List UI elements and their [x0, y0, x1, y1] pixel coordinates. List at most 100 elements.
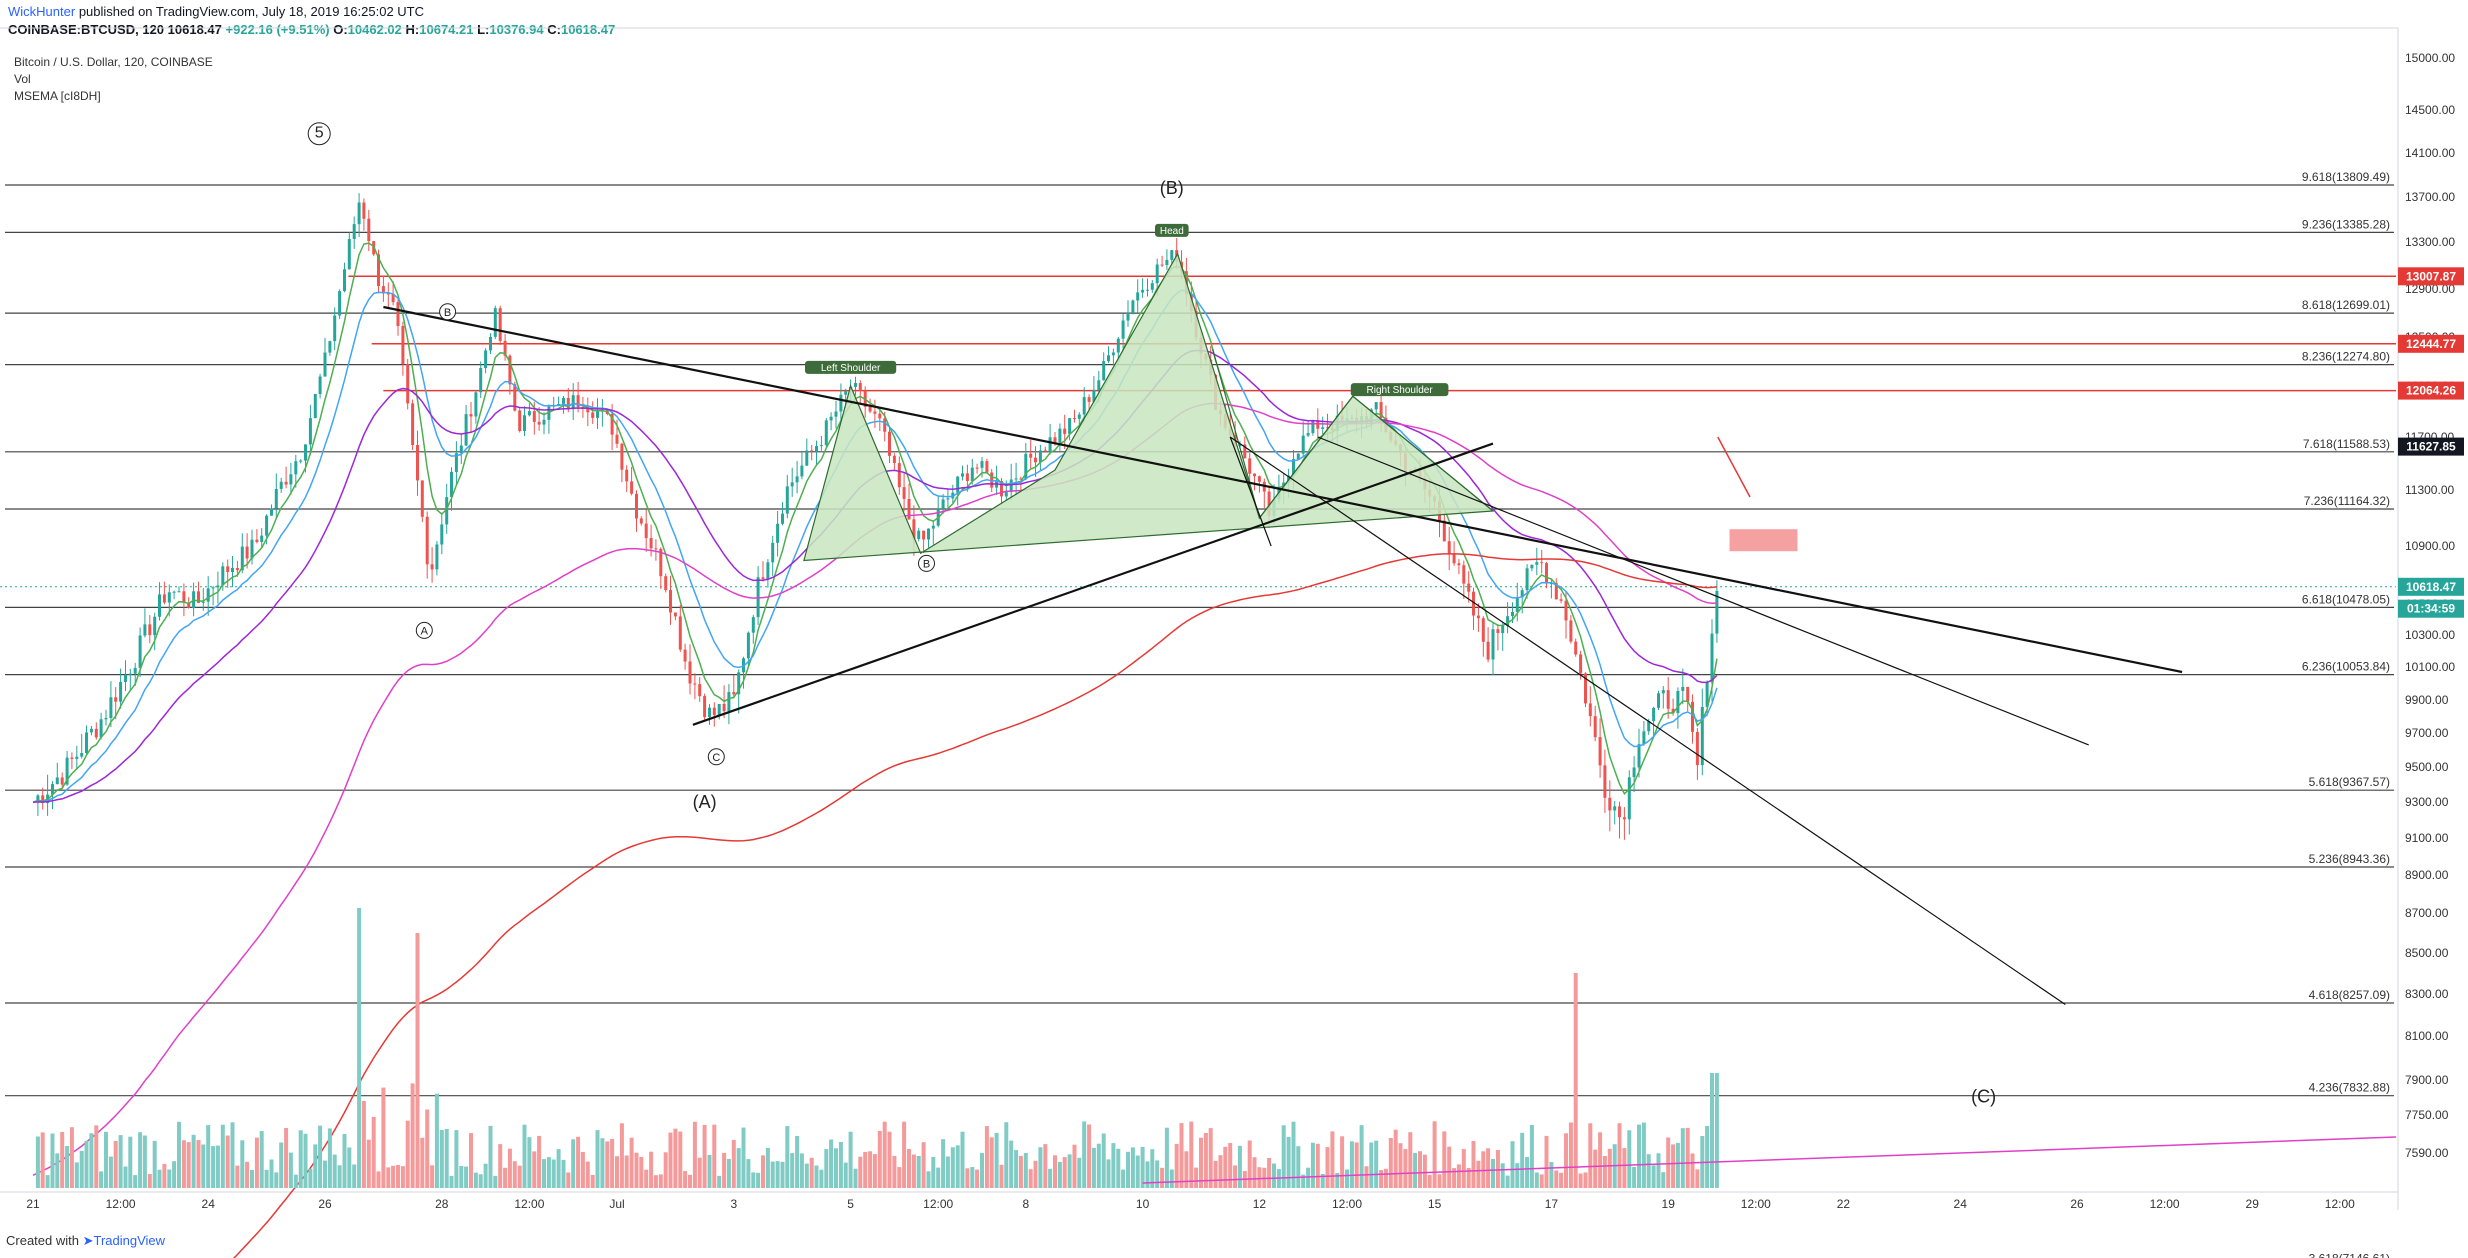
candle-body: [927, 528, 930, 540]
legend-item-volume[interactable]: Vol: [14, 72, 31, 86]
legend-item-main[interactable]: Bitcoin / U.S. Dollar, 120, COINBASE: [14, 55, 213, 69]
volume-bar: [274, 1172, 279, 1188]
candle-body: [445, 497, 449, 525]
candle-body: [1009, 479, 1013, 493]
candle-body: [566, 397, 570, 410]
candle-body: [1301, 435, 1305, 454]
volume-bar: [1529, 1125, 1534, 1188]
volume-bar: [288, 1152, 293, 1188]
volume-bar: [342, 1134, 347, 1188]
channel-upper-line[interactable]: [1317, 436, 2089, 746]
footer-brand[interactable]: TradingView: [93, 1233, 166, 1248]
time-tick-label: 22: [1837, 1197, 1851, 1211]
volume-bar: [1189, 1121, 1194, 1188]
volume-bar: [74, 1162, 79, 1188]
fib-level-label: 7.236(11164.32): [2304, 494, 2390, 508]
wave-label: B: [444, 307, 451, 319]
volume-bar: [941, 1139, 946, 1188]
candle-body: [717, 704, 721, 715]
publish-line: WickHunter published on TradingView.com,…: [8, 4, 424, 19]
candle-body: [834, 411, 838, 417]
volume-bar: [780, 1161, 785, 1188]
last-price: 10618.47: [167, 22, 222, 37]
volume-bar: [697, 1157, 702, 1188]
volume-bar: [722, 1152, 727, 1188]
candle-body: [1652, 707, 1656, 722]
volume-bar: [1461, 1149, 1466, 1188]
candle-body: [751, 617, 755, 633]
volume-bar: [55, 1153, 60, 1188]
volume-bar: [673, 1128, 678, 1188]
time-tick-label: 12:00: [1741, 1197, 1771, 1211]
author-link[interactable]: WickHunter: [8, 4, 76, 19]
fib-level-label: 3.618(7146.61): [2309, 1252, 2390, 1258]
volume-bar: [250, 1170, 254, 1188]
channel-lower-line[interactable]: [1229, 436, 2066, 1005]
volume-bar: [1456, 1164, 1461, 1188]
candle-body: [630, 481, 634, 494]
volume-bar: [371, 1116, 376, 1188]
volume-bar: [327, 1128, 332, 1188]
trendline-ascending[interactable]: [692, 442, 1494, 726]
candle-body: [430, 564, 434, 570]
candle-body: [790, 482, 794, 487]
candle-body: [961, 473, 964, 477]
volume-bar: [1140, 1146, 1145, 1188]
candle-body: [596, 411, 599, 418]
candle-body: [367, 218, 371, 242]
candle-body: [1131, 300, 1135, 313]
volume-bar: [469, 1133, 473, 1188]
head-shoulders-pattern[interactable]: [803, 252, 1495, 562]
volume-bar: [605, 1141, 610, 1188]
wave-label: (C): [1971, 1086, 1996, 1106]
volume-bar: [517, 1165, 522, 1188]
candle-body: [474, 392, 478, 417]
candle-body: [1501, 625, 1505, 634]
candle-body: [635, 493, 638, 519]
candle-body: [829, 416, 833, 421]
volume-bar: [84, 1140, 89, 1188]
volume-bar: [1053, 1155, 1057, 1188]
volume-bar: [1544, 1135, 1549, 1188]
volume-bar: [357, 908, 362, 1188]
volume-ma-line[interactable]: [1142, 1136, 2397, 1184]
candle-body: [800, 465, 804, 477]
candle-body: [810, 450, 814, 452]
candle-body: [1691, 701, 1694, 732]
legend-item-msema[interactable]: MSEMA [cI8DH]: [14, 89, 101, 103]
target-zone-box[interactable]: [1729, 529, 1798, 552]
volume-bar: [201, 1144, 206, 1188]
fib-level-label: 7.618(11588.53): [2303, 437, 2390, 451]
candle-body: [265, 515, 269, 536]
red-level-badge-label: 12444.77: [2406, 337, 2456, 351]
volume-bar: [284, 1128, 289, 1188]
volume-bar: [644, 1169, 649, 1188]
candle-body: [1627, 777, 1631, 820]
volume-bar: [1077, 1157, 1082, 1188]
wave-label: A: [421, 625, 429, 637]
candle-body: [1024, 453, 1028, 480]
volume-bar: [1281, 1125, 1286, 1188]
candle-body: [1238, 444, 1242, 447]
volume-bar: [1369, 1142, 1374, 1188]
volume-bar: [668, 1132, 673, 1188]
volume-group[interactable]: [35, 908, 1719, 1188]
volume-bar: [1082, 1121, 1087, 1188]
candle-body: [703, 696, 707, 718]
time-tick-label: 12: [1253, 1197, 1267, 1211]
candle-body: [1321, 427, 1325, 429]
tradingview-logo-icon[interactable]: ➤: [82, 1233, 94, 1248]
volume-bar: [595, 1130, 600, 1188]
volume-bar: [741, 1127, 746, 1188]
candle-body: [907, 499, 911, 520]
volume-bar: [892, 1155, 897, 1188]
publish-info: published on TradingView.com, July 18, 2…: [78, 4, 425, 19]
channel-connector[interactable]: [1229, 436, 1272, 547]
candle-body: [1661, 690, 1665, 694]
candle-body: [1116, 338, 1120, 353]
volume-bar: [361, 1100, 366, 1188]
trendline-descending-main[interactable]: [383, 305, 2183, 674]
volume-bar: [1101, 1133, 1106, 1188]
